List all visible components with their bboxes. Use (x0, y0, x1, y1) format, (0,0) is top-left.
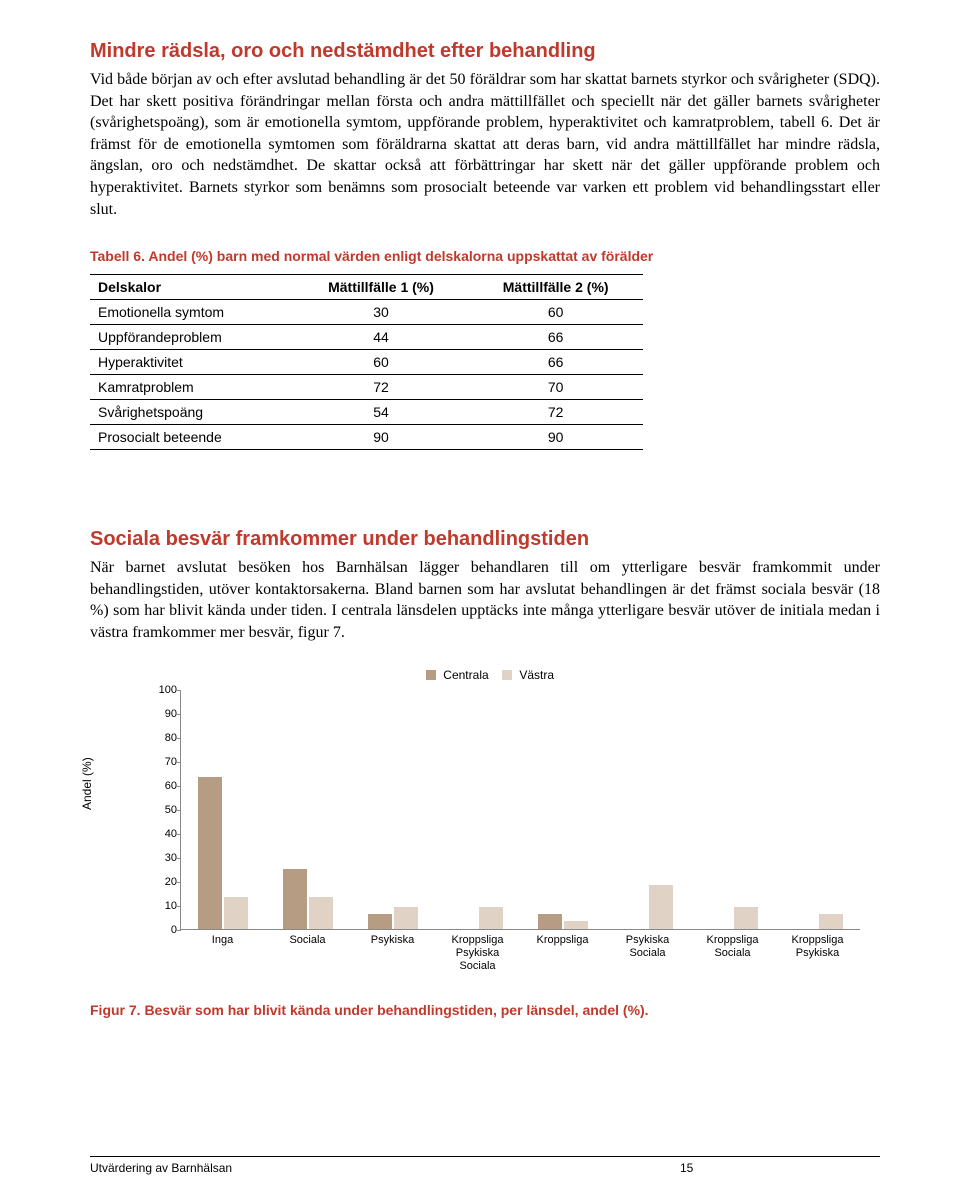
table-cell: Svårighetspoäng (90, 400, 294, 425)
chart-legend: Centrala Västra (90, 668, 880, 682)
table-row: Svårighetspoäng5472 (90, 400, 643, 425)
xtick-label: Kroppsliga (520, 934, 605, 974)
table-cell: Uppförandeproblem (90, 325, 294, 350)
bar-group (181, 690, 266, 929)
bar (368, 914, 392, 928)
ytick-label: 10 (153, 900, 177, 912)
bar (198, 777, 222, 928)
page-footer: Utvärdering av Barnhälsan 15 (90, 1156, 880, 1175)
table-row: Hyperaktivitet6066 (90, 350, 643, 375)
bar-group (521, 690, 606, 929)
legend-label-b: Västra (519, 668, 554, 682)
th-2: Mättillfälle 2 (%) (468, 275, 643, 300)
bar (394, 907, 418, 929)
chart-ylabel: Andel (%) (80, 757, 94, 810)
xtick-label: KroppsligaPsykiska (775, 934, 860, 974)
ytick-label: 70 (153, 756, 177, 768)
footer-page: 15 (680, 1161, 880, 1175)
bar (564, 921, 588, 928)
table-cell: 90 (294, 425, 469, 450)
table-cell: 30 (294, 300, 469, 325)
table-cell: 72 (294, 375, 469, 400)
ytick-label: 40 (153, 828, 177, 840)
bar (283, 869, 307, 929)
table-row: Emotionella symtom3060 (90, 300, 643, 325)
table-cell: 66 (468, 325, 643, 350)
table-cell: 72 (468, 400, 643, 425)
bar (649, 885, 673, 928)
ytick-label: 20 (153, 876, 177, 888)
xtick-label: Psykiska (350, 934, 435, 974)
xtick-label: Inga (180, 934, 265, 974)
bar (538, 914, 562, 928)
xtick-label: KroppsligaPsykiskaSociala (435, 934, 520, 974)
section2-heading: Sociala besvär framkommer under behandli… (90, 528, 880, 551)
table-cell: Kamratproblem (90, 375, 294, 400)
bar-group (266, 690, 351, 929)
table-row: Uppförandeproblem4466 (90, 325, 643, 350)
table-cell: 70 (468, 375, 643, 400)
section1-body: Vid både början av och efter avslutad be… (90, 69, 880, 220)
xtick-label: PsykiskaSociala (605, 934, 690, 974)
ytick-label: 90 (153, 708, 177, 720)
table6-caption: Tabell 6. Andel (%) barn med normal värd… (90, 248, 880, 264)
ytick-label: 50 (153, 804, 177, 816)
bar (819, 914, 843, 928)
table-cell: 90 (468, 425, 643, 450)
bar (479, 907, 503, 929)
ytick-label: 0 (153, 924, 177, 936)
table-row: Prosocialt beteende9090 (90, 425, 643, 450)
section2-body: När barnet avslutat besöken hos Barnhäls… (90, 557, 880, 643)
bar (309, 897, 333, 928)
bar-group (605, 690, 690, 929)
ytick-label: 80 (153, 732, 177, 744)
legend-swatch-b (502, 670, 512, 680)
bar-group (690, 690, 775, 929)
legend-label-a: Centrala (443, 668, 488, 682)
legend-swatch-a (426, 670, 436, 680)
bar (734, 907, 758, 929)
table-cell: 60 (468, 300, 643, 325)
bar-group (351, 690, 436, 929)
footer-left: Utvärdering av Barnhälsan (90, 1161, 680, 1175)
bar-group (436, 690, 521, 929)
ytick-label: 60 (153, 780, 177, 792)
ytick-label: 100 (153, 684, 177, 696)
table-cell: 44 (294, 325, 469, 350)
table-cell: 60 (294, 350, 469, 375)
figure7-caption: Figur 7. Besvär som har blivit kända und… (90, 1002, 880, 1018)
table6: Delskalor Mättillfälle 1 (%) Mättillfäll… (90, 274, 643, 450)
bar (224, 897, 248, 928)
table-row: Kamratproblem7270 (90, 375, 643, 400)
chart-figure7: Andel (%) 0102030405060708090100 IngaSoc… (110, 690, 880, 950)
th-1: Mättillfälle 1 (%) (294, 275, 469, 300)
xtick-label: KroppsligaSociala (690, 934, 775, 974)
ytick-label: 30 (153, 852, 177, 864)
table-cell: 54 (294, 400, 469, 425)
table-cell: Prosocialt beteende (90, 425, 294, 450)
th-0: Delskalor (90, 275, 294, 300)
table-cell: Hyperaktivitet (90, 350, 294, 375)
bar-group (775, 690, 860, 929)
table-cell: 66 (468, 350, 643, 375)
table-cell: Emotionella symtom (90, 300, 294, 325)
xtick-label: Sociala (265, 934, 350, 974)
section1-heading: Mindre rädsla, oro och nedstämdhet efter… (90, 40, 880, 63)
